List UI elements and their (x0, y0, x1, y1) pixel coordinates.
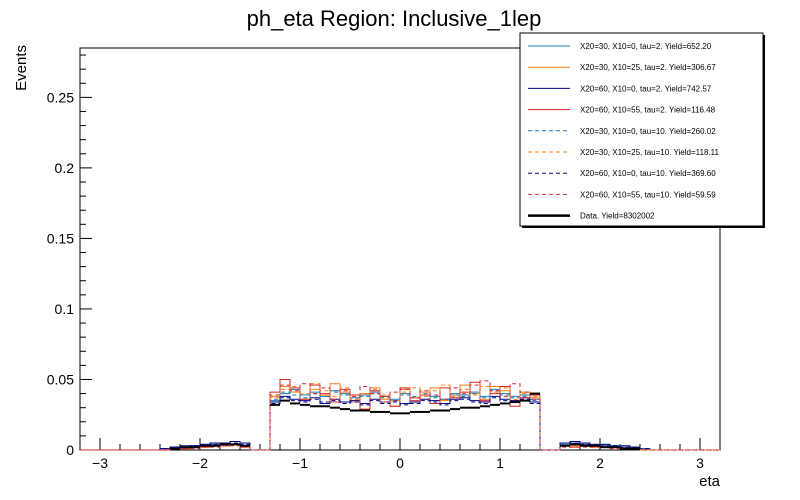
y-tick-label: 0.05 (47, 371, 74, 387)
legend-entry: X20=30, X10=0, tau=2. Yield=652.20 (580, 42, 712, 51)
x-tick-label: 1 (496, 455, 504, 471)
x-tick-label: −1 (292, 455, 308, 471)
y-tick-label: 0 (66, 442, 74, 458)
legend-entry: X20=30, X10=25, tau=10. Yield=118.11 (580, 148, 719, 157)
x-tick-label: 3 (696, 455, 704, 471)
legend-box (519, 32, 764, 227)
y-tick-label: 0.1 (55, 301, 75, 317)
x-axis-label: eta (699, 473, 721, 490)
y-tick-label: 0.15 (47, 230, 74, 246)
legend-entry: X20=60, X10=55, tau=10. Yield=59.59 (580, 190, 716, 199)
x-tick-label: 2 (596, 455, 604, 471)
legend-entry: X20=30, X10=25, tau=2. Yield=306.67 (580, 63, 716, 72)
legend-entry: Data. Yield=8302002 (580, 212, 655, 221)
chart-title: ph_eta Region: Inclusive_1lep (247, 6, 542, 31)
legend: X20=30, X10=0, tau=2. Yield=652.20 X20=30… (519, 32, 765, 228)
y-tick-label: 0.2 (55, 160, 75, 176)
x-tick-label: 0 (396, 455, 404, 471)
y-axis-label: Events (13, 45, 30, 91)
legend-entry: X20=60, X10=0, tau=10. Yield=369.60 (580, 169, 716, 178)
x-tick-label: −3 (92, 455, 108, 471)
legend-entry: X20=60, X10=0, tau=2. Yield=742.57 (580, 84, 712, 93)
y-tick-label: 0.25 (47, 89, 74, 105)
series-line (80, 380, 720, 451)
legend-entry: X20=30, X10=0, tau=10. Yield=260.02 (580, 127, 716, 136)
series-group (80, 378, 720, 451)
x-tick-label: −2 (192, 455, 208, 471)
legend-entry: X20=60, X10=55, tau=2. Yield=116.48 (580, 106, 716, 115)
